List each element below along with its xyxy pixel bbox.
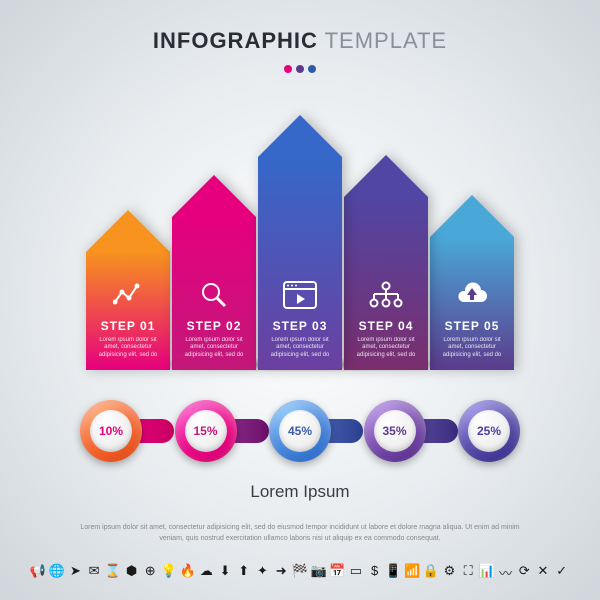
dot bbox=[296, 65, 304, 73]
step-label: STEP 04 bbox=[344, 319, 428, 333]
footer-icon: ➤ bbox=[67, 563, 83, 582]
footer-icon: ⟳ bbox=[516, 563, 532, 582]
footer-icon: 🌐 bbox=[49, 563, 65, 582]
arrow-step-1: STEP 01 Lorem ipsum dolor sit amet, conse… bbox=[86, 210, 170, 370]
footer-icon: 📅 bbox=[329, 563, 345, 582]
chart-icon bbox=[86, 277, 170, 313]
footer-icon: 🔒 bbox=[423, 563, 439, 582]
icon-row: 📢🌐➤✉⌛⬢⊕💡🔥☁⬇⬆✦➜🏁📷📅▭$📱📶🔒⚙⛶📊〰⟳✕✓ bbox=[30, 563, 570, 582]
arrow-chart: STEP 01Lorem ipsum dolor sit amet, conse… bbox=[80, 110, 520, 370]
cloud-icon bbox=[430, 277, 514, 313]
title-bold: INFOGRAPHIC bbox=[153, 28, 318, 53]
footer-icon: ✕ bbox=[535, 563, 551, 582]
footer-icon: 📶 bbox=[404, 563, 420, 582]
pct-circle-4: 35% bbox=[364, 400, 426, 462]
step-lorem: Lorem ipsum dolor sit amet, consectetur … bbox=[430, 337, 514, 360]
footer-icon: ⊕ bbox=[142, 563, 158, 582]
footer-icon: 📊 bbox=[479, 563, 495, 582]
pct-value: 25% bbox=[468, 410, 510, 452]
pct-circle-1: 10% bbox=[80, 400, 142, 462]
footer-icon: ✦ bbox=[254, 563, 270, 582]
footer-icon: 📢 bbox=[30, 563, 46, 582]
step-label: STEP 05 bbox=[430, 319, 514, 333]
footer-icon: ☁ bbox=[198, 563, 214, 582]
footer-icon: ⬇ bbox=[217, 563, 233, 582]
footer-icon: ➜ bbox=[273, 563, 289, 582]
pct-value: 35% bbox=[374, 410, 416, 452]
header: INFOGRAPHIC TEMPLATE bbox=[0, 0, 600, 78]
footer-text: Lorem ipsum dolor sit amet, consectetur … bbox=[0, 523, 600, 544]
arrow-step-2: STEP 02 Lorem ipsum dolor sit amet, conse… bbox=[172, 175, 256, 370]
step-label: STEP 02 bbox=[172, 319, 256, 333]
title-dots bbox=[0, 60, 600, 78]
connector bbox=[223, 419, 269, 443]
footer-icon: 📱 bbox=[385, 563, 401, 582]
arrow-step-3: STEP 03 Lorem ipsum dolor sit amet, conse… bbox=[258, 115, 342, 370]
arrow-step-4: STEP 04 Lorem ipsum dolor sit amet, conse… bbox=[344, 155, 428, 370]
pct-circle-2: 15% bbox=[175, 400, 237, 462]
footer-icon: $ bbox=[367, 563, 383, 582]
footer-title: Lorem Ipsum bbox=[0, 482, 600, 502]
footer-icon: ▭ bbox=[348, 563, 364, 582]
dot bbox=[284, 65, 292, 73]
footer-icon: ✉ bbox=[86, 563, 102, 582]
title-thin: TEMPLATE bbox=[318, 28, 447, 53]
connector bbox=[412, 419, 458, 443]
footer-icon: 💡 bbox=[161, 563, 177, 582]
pct-value: 15% bbox=[185, 410, 227, 452]
pct-value: 45% bbox=[279, 410, 321, 452]
footer-icon: 🏁 bbox=[292, 563, 308, 582]
step-lorem: Lorem ipsum dolor sit amet, consectetur … bbox=[344, 337, 428, 360]
pct-value: 10% bbox=[90, 410, 132, 452]
footer-icon: ✓ bbox=[554, 563, 570, 582]
step-lorem: Lorem ipsum dolor sit amet, consectetur … bbox=[258, 337, 342, 360]
footer-icon: ⬢ bbox=[124, 563, 140, 582]
arrow-step-5: STEP 05 Lorem ipsum dolor sit amet, conse… bbox=[430, 195, 514, 370]
footer-icon: ⚙ bbox=[441, 563, 457, 582]
connector bbox=[317, 419, 363, 443]
footer-icon: ⌛ bbox=[105, 563, 121, 582]
dot bbox=[308, 65, 316, 73]
search-icon bbox=[172, 277, 256, 313]
browser-icon bbox=[258, 277, 342, 313]
step-lorem: Lorem ipsum dolor sit amet, consectetur … bbox=[172, 337, 256, 360]
page-title: INFOGRAPHIC TEMPLATE bbox=[0, 28, 600, 54]
percentage-circles: 10% 15% 45% 35% 25% bbox=[80, 400, 520, 462]
footer-icon: 〰 bbox=[498, 563, 514, 582]
footer-icon: ⬆ bbox=[236, 563, 252, 582]
sitemap-icon bbox=[344, 277, 428, 313]
footer-icon: 🔥 bbox=[180, 563, 196, 582]
connector bbox=[128, 419, 174, 443]
pct-circle-5: 25% bbox=[458, 400, 520, 462]
step-label: STEP 01 bbox=[86, 319, 170, 333]
step-label: STEP 03 bbox=[258, 319, 342, 333]
pct-circle-3: 45% bbox=[269, 400, 331, 462]
step-lorem: Lorem ipsum dolor sit amet, consectetur … bbox=[86, 337, 170, 360]
footer-icon: 📷 bbox=[311, 563, 327, 582]
footer-icon: ⛶ bbox=[460, 563, 476, 582]
